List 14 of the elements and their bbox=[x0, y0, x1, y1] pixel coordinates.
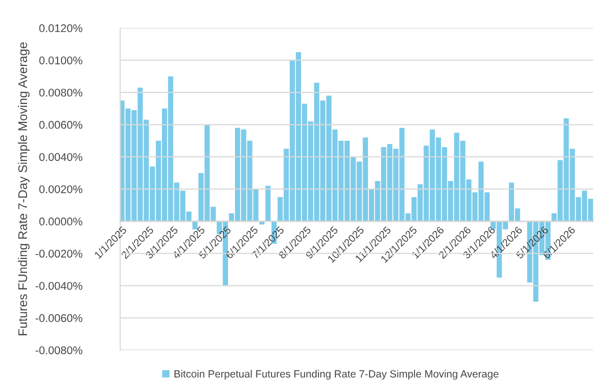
y-tick-label: -0.0020% bbox=[36, 250, 82, 258]
bar bbox=[265, 186, 271, 222]
y-axis-title: Futures FUnding Rate 7-Day Simple Moving Average bbox=[18, 42, 30, 336]
y-tick-label: 0.0000% bbox=[39, 218, 82, 226]
legend-label: Bitcoin Perpetual Futures Funding Rate 7-Day Simple Moving Average bbox=[174, 370, 498, 380]
y-tick-label: -0.0080% bbox=[36, 346, 82, 354]
y-tick-label: 0.0020% bbox=[39, 185, 82, 194]
y-tick-label: 0.0120% bbox=[39, 24, 82, 32]
y-tick-label: 0.0100% bbox=[39, 56, 82, 64]
y-tick-label: 0.0080% bbox=[39, 88, 82, 97]
y-tick-label: 0.0060% bbox=[39, 120, 82, 129]
y-tick-label: -0.0040% bbox=[36, 282, 82, 290]
y-tick-label: -0.0060% bbox=[36, 314, 82, 322]
y-tick-label: 0.0040% bbox=[39, 153, 82, 161]
